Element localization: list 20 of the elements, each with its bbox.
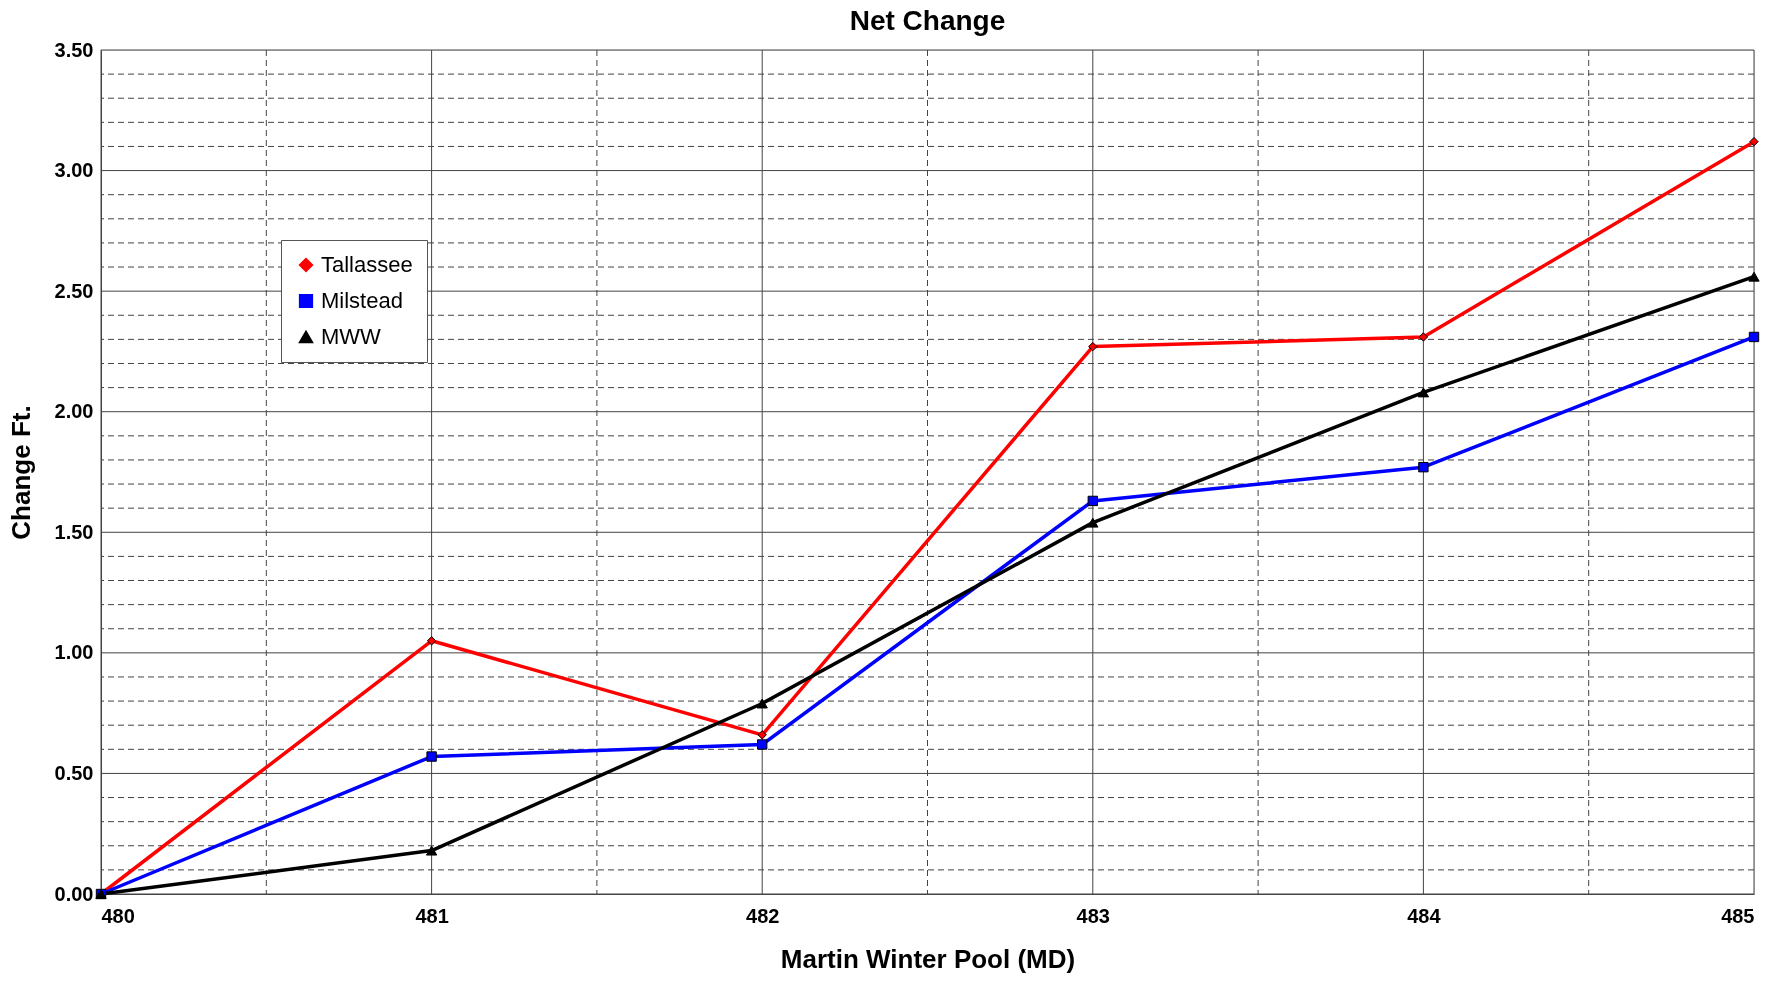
y-tick-label: 1.50 [54, 520, 94, 543]
x-tick-label: 480 [101, 904, 135, 927]
legend-label: Tallassee [321, 252, 413, 277]
y-tick-label: 3.50 [54, 38, 94, 61]
y-axis-title: Change Ft. [5, 405, 36, 540]
x-tick-label: 484 [1407, 904, 1442, 927]
chart-title: Net Change [849, 5, 1006, 36]
y-tick-label: 0.00 [54, 882, 94, 905]
y-tick-label: 2.50 [54, 279, 94, 302]
y-tick-label: 3.00 [54, 159, 94, 182]
y-tick-label: 0.50 [54, 761, 94, 784]
x-tick-label: 481 [415, 904, 449, 927]
x-axis-title: Martin Winter Pool (MD) [780, 943, 1076, 974]
x-tick-label: 483 [1076, 904, 1110, 927]
y-tick-label: 2.00 [54, 400, 94, 423]
legend-label: MWW [321, 324, 382, 349]
x-tick-label: 482 [746, 904, 780, 927]
y-tick-label: 1.00 [54, 641, 94, 664]
x-tick-label: 485 [1721, 904, 1755, 927]
legend-label: Milstead [321, 288, 403, 313]
